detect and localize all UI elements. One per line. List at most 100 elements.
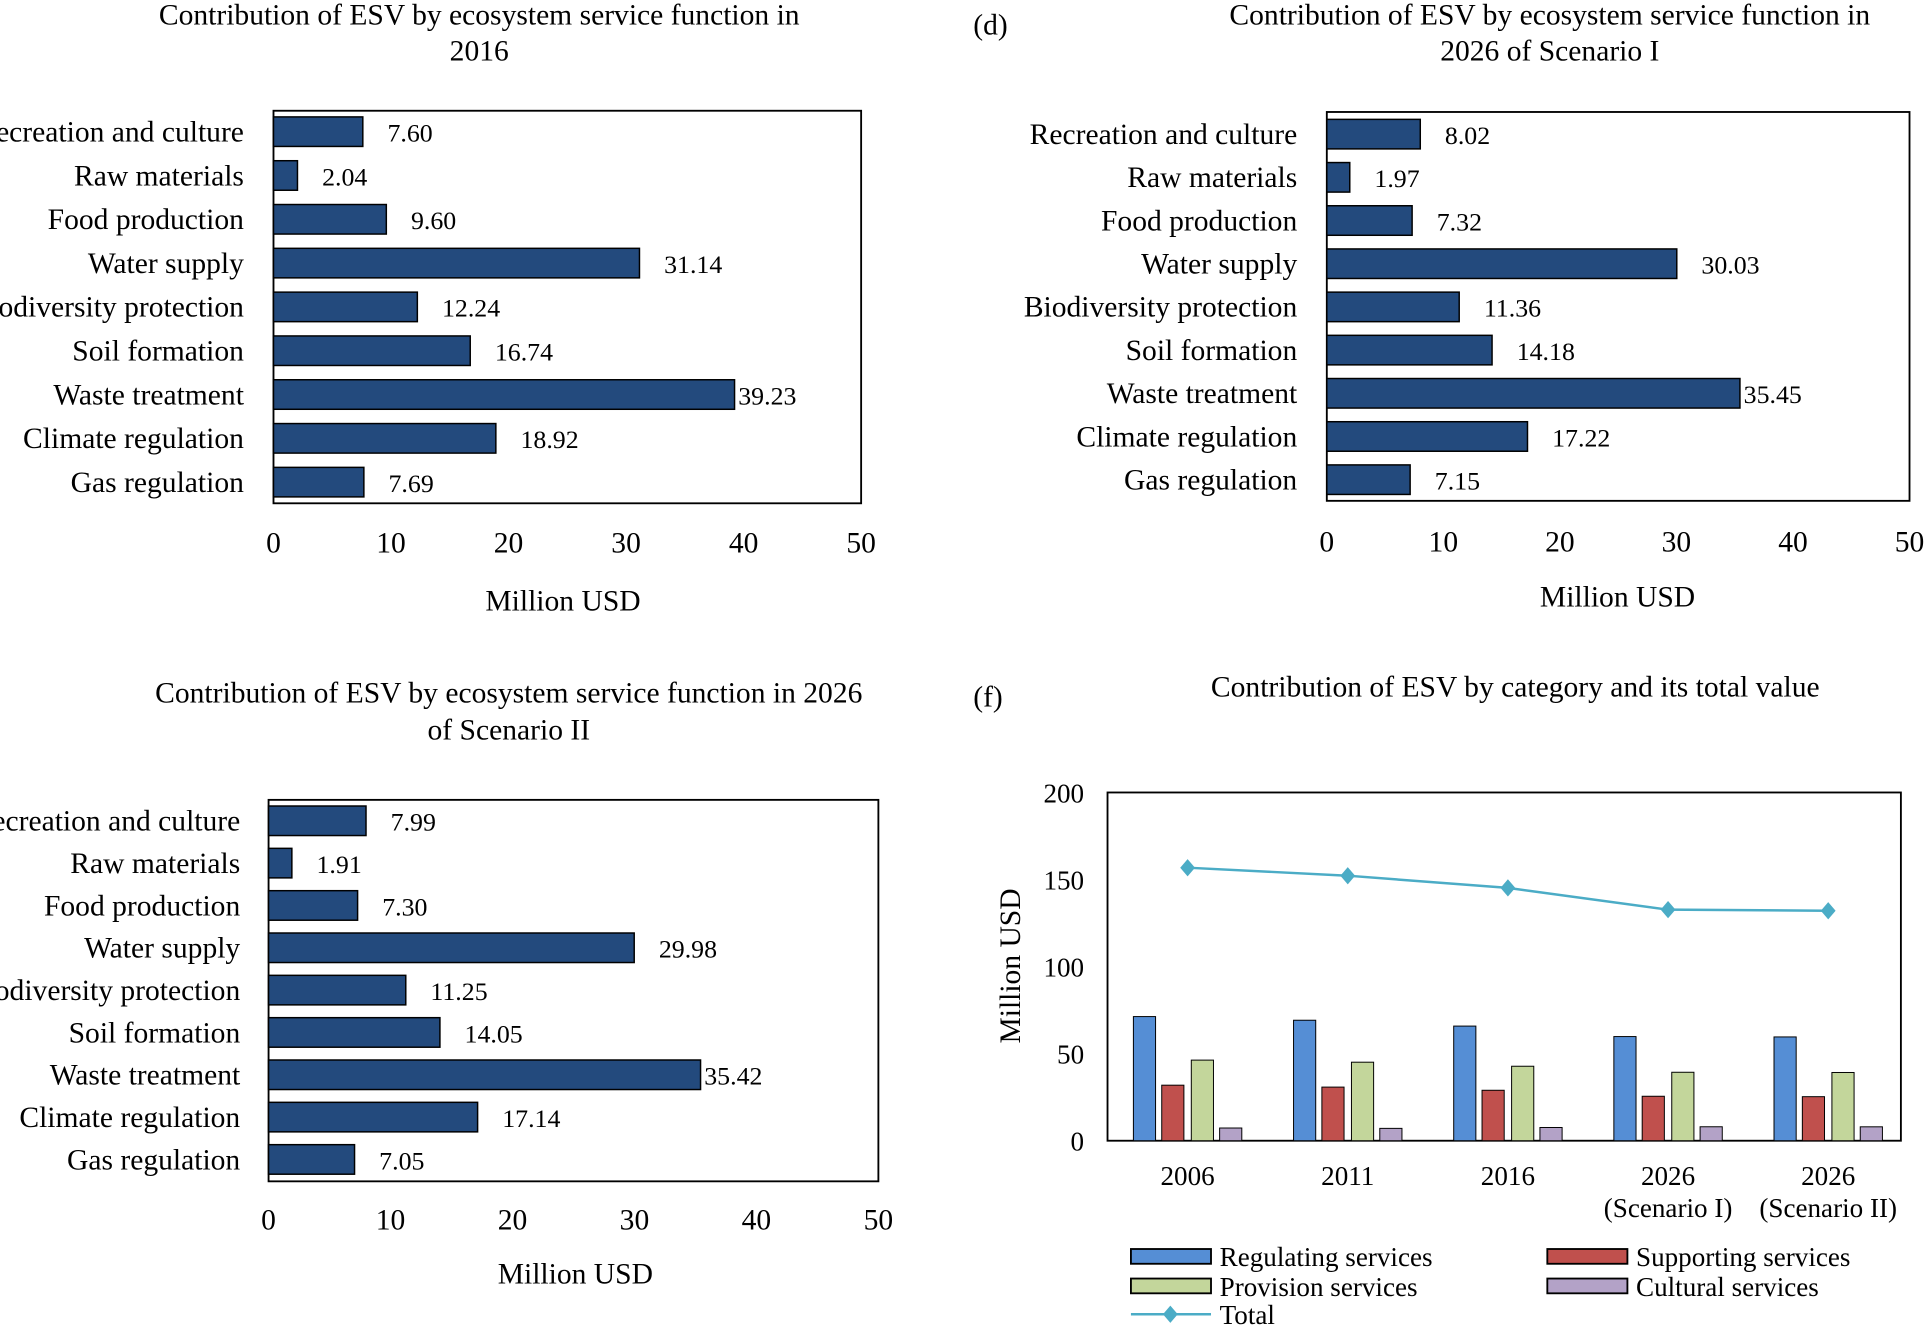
category-label: Food production xyxy=(48,204,244,236)
bar xyxy=(267,1059,702,1091)
category-label: Water supply xyxy=(1141,249,1297,281)
data-label: 18.92 xyxy=(520,425,578,454)
data-label: 1.91 xyxy=(316,850,361,879)
bar xyxy=(1326,161,1351,193)
x-tick-label: 50 xyxy=(846,528,876,560)
legend-label: Cultural services xyxy=(1636,1272,1819,1302)
category-label: Waste treatment xyxy=(1107,378,1298,410)
data-label: 7.30 xyxy=(382,892,427,921)
bar xyxy=(267,1016,441,1048)
bar xyxy=(1326,334,1493,366)
x-tick-label: 20 xyxy=(498,1204,528,1236)
bar xyxy=(267,974,407,1006)
x-tick-label: 2026 xyxy=(1641,1161,1695,1191)
bar-provision-services xyxy=(1831,1071,1855,1142)
bar xyxy=(1326,248,1678,280)
x-tick-label: (Scenario II) xyxy=(1759,1193,1897,1223)
x-tick-label: 30 xyxy=(620,1204,650,1236)
bar-cultural-services xyxy=(1219,1127,1243,1142)
bar xyxy=(267,932,635,964)
bar-regulating-services xyxy=(1132,1016,1157,1142)
data-label: 7.69 xyxy=(389,469,434,498)
bar xyxy=(272,203,388,235)
chart-title: Contribution of ESV by category and its … xyxy=(1211,672,1820,704)
category-label: Climate regulation xyxy=(23,423,244,455)
bar xyxy=(1326,464,1411,496)
legend-label: Total xyxy=(1220,1300,1275,1329)
x-tick-label: 10 xyxy=(376,1204,406,1236)
x-tick-label: 0 xyxy=(266,528,281,560)
data-label: 7.15 xyxy=(1435,467,1480,496)
category-label: Soil formation xyxy=(72,336,244,368)
x-axis-label: Million USD xyxy=(485,585,640,617)
bar-regulating-services xyxy=(1773,1036,1797,1142)
bar xyxy=(267,1101,479,1133)
category-label: Recreation and culture xyxy=(0,117,244,149)
category-label: Raw materials xyxy=(74,160,244,192)
legend-swatch xyxy=(1130,1277,1212,1295)
x-tick-label: 10 xyxy=(376,528,406,560)
bar xyxy=(267,847,293,879)
category-label: Soil formation xyxy=(69,1017,241,1049)
category-label: Climate regulation xyxy=(1076,421,1297,453)
x-axis-label: Million USD xyxy=(498,1258,653,1290)
bar xyxy=(272,466,365,498)
data-label: 16.74 xyxy=(495,338,553,367)
x-tick-label: 2026 xyxy=(1801,1161,1855,1191)
category-label: Climate regulation xyxy=(19,1102,240,1134)
category-label: Soil formation xyxy=(1126,335,1298,367)
bar-supporting-services xyxy=(1161,1084,1185,1142)
category-label: Food production xyxy=(1101,205,1297,237)
category-label: Gas regulation xyxy=(71,467,244,499)
bar-supporting-services xyxy=(1321,1086,1345,1142)
y-tick-label: 0 xyxy=(1071,1127,1085,1157)
data-label: 8.02 xyxy=(1445,121,1490,150)
chart-title: 2026 of Scenario I xyxy=(1440,35,1659,67)
chart-title: Contribution of ESV by ecosystem service… xyxy=(155,678,862,710)
x-tick-label: 50 xyxy=(1895,526,1925,558)
legend-swatch xyxy=(1130,1248,1212,1265)
bar xyxy=(272,422,497,454)
bar xyxy=(272,291,419,323)
bar xyxy=(272,247,641,279)
bar xyxy=(1326,118,1422,150)
total-marker xyxy=(1500,879,1516,897)
category-label: Recreation and culture xyxy=(1030,119,1298,151)
data-label: 7.99 xyxy=(391,808,436,837)
data-label: 7.32 xyxy=(1437,207,1482,236)
total-marker xyxy=(1660,901,1676,919)
data-label: 7.60 xyxy=(387,119,432,148)
x-tick-label: 0 xyxy=(261,1204,276,1236)
x-tick-label: 30 xyxy=(611,528,641,560)
y-tick-label: 100 xyxy=(1043,952,1084,982)
category-label: Raw materials xyxy=(1127,162,1297,194)
data-label: 11.36 xyxy=(1484,294,1541,323)
legend-label: Provision services xyxy=(1220,1272,1418,1302)
bar xyxy=(267,889,359,921)
bar xyxy=(1326,205,1413,237)
y-axis-label: Million USD xyxy=(995,888,1027,1043)
total-marker xyxy=(1820,902,1836,920)
y-tick-label: 200 xyxy=(1043,778,1084,808)
data-label: 14.18 xyxy=(1517,337,1575,366)
bar xyxy=(272,335,471,367)
data-label: 12.24 xyxy=(442,294,500,323)
category-label: Biodiversity protection xyxy=(0,292,244,324)
panel-label-d: (d) xyxy=(973,9,1007,41)
x-tick-label: (Scenario I) xyxy=(1604,1193,1733,1223)
bar-provision-services xyxy=(1190,1059,1214,1142)
bar xyxy=(272,379,736,411)
category-label: Waste treatment xyxy=(53,379,244,411)
bar-cultural-services xyxy=(1539,1126,1563,1142)
x-tick-label: 10 xyxy=(1429,526,1459,558)
x-tick-label: 30 xyxy=(1662,526,1692,558)
x-axis-label: Million USD xyxy=(1540,582,1695,614)
x-tick-label: 20 xyxy=(1545,526,1575,558)
legend-label: Regulating services xyxy=(1220,1242,1433,1272)
x-tick-label: 2011 xyxy=(1321,1161,1374,1191)
data-label: 17.22 xyxy=(1552,423,1610,452)
x-tick-label: 0 xyxy=(1319,526,1334,558)
legend-label: Supporting services xyxy=(1636,1242,1850,1272)
data-label: 2.04 xyxy=(322,162,367,191)
